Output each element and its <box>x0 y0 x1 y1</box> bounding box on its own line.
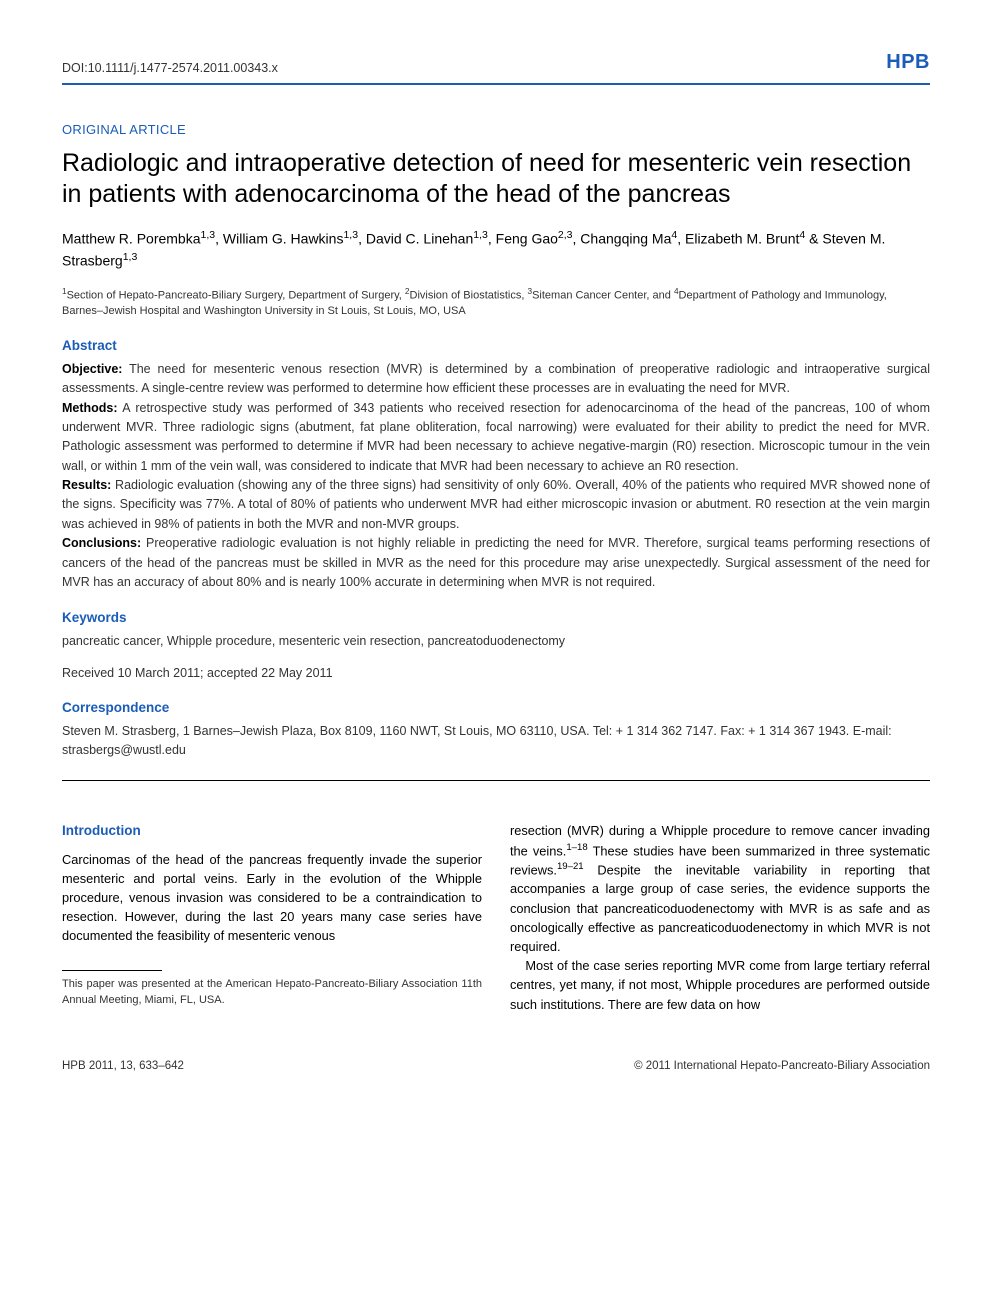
abstract-block: Abstract Objective: The need for mesente… <box>62 336 930 592</box>
received-accepted: Received 10 March 2011; accepted 22 May … <box>62 664 930 682</box>
keywords-heading: Keywords <box>62 608 930 628</box>
abstract-methods: Methods: A retrospective study was perfo… <box>62 399 930 477</box>
doi-text: DOI:10.1111/j.1477-2574.2011.00343.x <box>62 59 278 77</box>
divider-rule <box>62 780 930 781</box>
intro-para-2: Most of the case series reporting MVR co… <box>510 956 930 1014</box>
article-title: Radiologic and intraoperative detection … <box>62 148 930 211</box>
introduction-heading: Introduction <box>62 821 482 841</box>
article-type: ORIGINAL ARTICLE <box>62 121 930 140</box>
column-right: resection (MVR) during a Whipple procedu… <box>510 821 930 1013</box>
correspondence-block: Correspondence Steven M. Strasberg, 1 Ba… <box>62 698 930 760</box>
authors-list: Matthew R. Porembka1,3, William G. Hawki… <box>62 228 930 271</box>
correspondence-text: Steven M. Strasberg, 1 Barnes–Jewish Pla… <box>62 722 930 761</box>
keywords-text: pancreatic cancer, Whipple procedure, me… <box>62 632 930 650</box>
affiliations: 1Section of Hepato-Pancreato-Biliary Sur… <box>62 286 930 321</box>
results-text: Radiologic evaluation (showing any of th… <box>62 478 930 531</box>
body-columns: Introduction Carcinomas of the head of t… <box>62 821 930 1013</box>
methods-label: Methods: <box>62 401 118 415</box>
abstract-conclusions: Conclusions: Preoperative radiologic eva… <box>62 534 930 592</box>
intro-para-1: Carcinomas of the head of the pancreas f… <box>62 850 482 946</box>
methods-text: A retrospective study was performed of 3… <box>62 401 930 473</box>
intro-para-1-cont: resection (MVR) during a Whipple procedu… <box>510 821 930 956</box>
footnote-rule <box>62 970 162 971</box>
page-footer: HPB 2011, 13, 633–642 © 2011 Internation… <box>62 1058 930 1075</box>
correspondence-heading: Correspondence <box>62 698 930 718</box>
keywords-block: Keywords pancreatic cancer, Whipple proc… <box>62 608 930 650</box>
column-left: Introduction Carcinomas of the head of t… <box>62 821 482 1013</box>
abstract-objective: Objective: The need for mesenteric venou… <box>62 360 930 399</box>
page-header: DOI:10.1111/j.1477-2574.2011.00343.x HPB <box>62 48 930 85</box>
objective-label: Objective: <box>62 362 122 376</box>
journal-name: HPB <box>886 48 930 77</box>
results-label: Results: <box>62 478 111 492</box>
footnote-text: This paper was presented at the American… <box>62 977 482 1009</box>
objective-text: The need for mesenteric venous resection… <box>62 362 930 395</box>
conclusions-label: Conclusions: <box>62 536 141 550</box>
abstract-heading: Abstract <box>62 336 930 356</box>
conclusions-text: Preoperative radiologic evaluation is no… <box>62 536 930 589</box>
footer-right: © 2011 International Hepato-Pancreato-Bi… <box>634 1058 930 1075</box>
footer-left: HPB 2011, 13, 633–642 <box>62 1058 184 1075</box>
abstract-results: Results: Radiologic evaluation (showing … <box>62 476 930 534</box>
